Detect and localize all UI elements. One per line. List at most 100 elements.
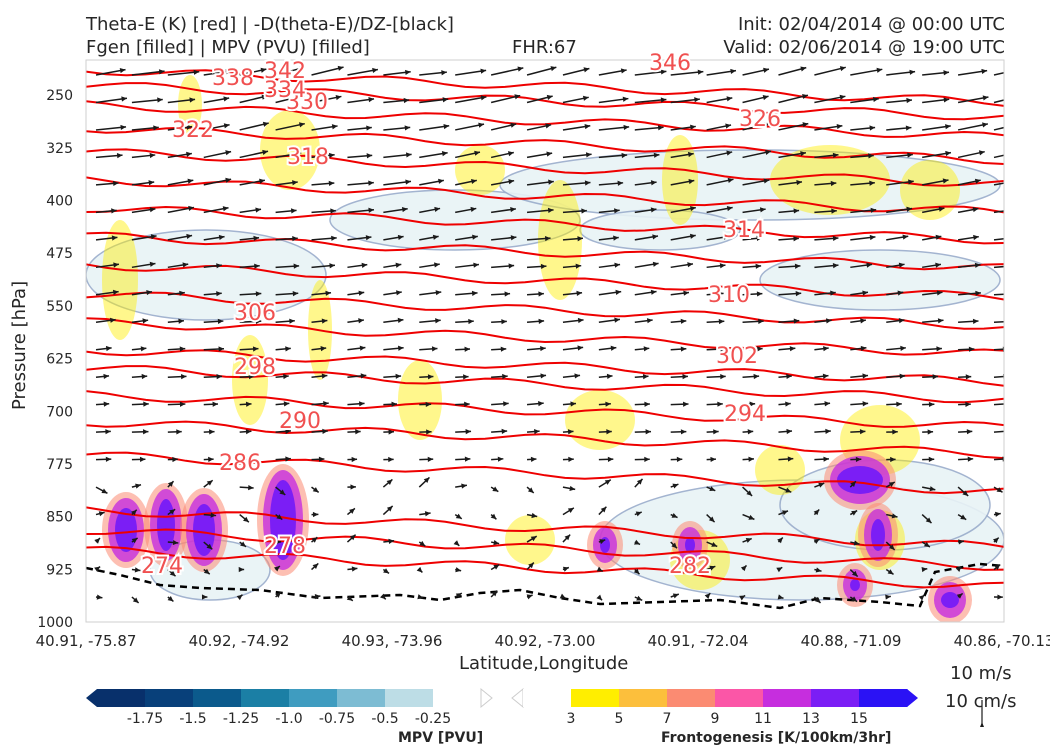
wind-arrow-head [690, 206, 696, 212]
wind-arrow-head [813, 539, 820, 544]
theta-e-line [86, 176, 1004, 214]
wind-arrow-head [1015, 122, 1021, 127]
wind-arrow-head [786, 428, 793, 435]
wind-arrow-head [583, 67, 590, 73]
x-tick-label: 40.86, -70.13 [954, 632, 1050, 650]
wind-arrow-head [1005, 401, 1011, 406]
mpv-negative-area [86, 229, 327, 321]
wind-arrow-head [746, 490, 753, 496]
wind-arrow-head [112, 289, 119, 295]
x-axis-ticks: 40.91, -75.87 40.92, -74.92 40.93, -73.96 4… [36, 632, 1050, 650]
wind-arrow-head [718, 318, 725, 325]
wind-arrow-head [321, 318, 328, 324]
wind-arrow-head [218, 234, 225, 241]
fgen-area-purple [941, 592, 959, 608]
wind-arrow-head [391, 401, 397, 407]
wind-arrow-head [351, 566, 358, 572]
fgen-colorbar-segment [571, 689, 620, 707]
wind-arrow-head [501, 428, 508, 434]
wind-arrow-head [148, 180, 155, 186]
wind-arrow-head [530, 536, 537, 542]
y-tick-label: 625 [46, 352, 73, 368]
wind-arrow-head [717, 401, 723, 407]
y-axis-label: Pressure [hPa] [9, 280, 30, 410]
wind-arrow-head [176, 429, 182, 435]
wind-arrow-head [455, 513, 462, 519]
wind-arrow-head [711, 541, 718, 547]
wind-arrow-head [660, 69, 667, 75]
wind-arrow-head [323, 400, 329, 407]
wind-arrow-head [726, 150, 733, 156]
wind-arrow-shaft [670, 70, 704, 76]
wind-arrow-head [777, 594, 784, 600]
wind-arrow-head [606, 373, 613, 379]
wind-arrow-head [906, 206, 913, 212]
wind-arrow-head [507, 151, 514, 157]
wind-arrow-head [577, 317, 584, 324]
theta-e-label: 294 [724, 402, 766, 427]
wind-arrow-head [1019, 94, 1025, 99]
wind-arrow-head [650, 207, 657, 213]
wind-arrow-head [935, 262, 941, 268]
wind-arrow-head [763, 67, 769, 73]
wind-arrow-head [921, 566, 928, 573]
wind-arrow-head [851, 510, 858, 516]
wind-arrow-head [1010, 179, 1016, 184]
wind-arrow-head [492, 486, 499, 492]
mpv-negative-area [329, 189, 581, 251]
wind-ref-arrowhead [980, 722, 984, 727]
fgen-colorbar-tick: 5 [615, 711, 624, 727]
wind-arrow-head [283, 373, 289, 380]
wind-arrow-head [527, 487, 534, 493]
wind-arrow-head [361, 262, 368, 268]
wind-arrow-head [802, 122, 809, 128]
wind-arrow-head [329, 263, 335, 269]
theta-e-label: 274 [141, 554, 183, 579]
wind-arrow-head [929, 486, 936, 492]
wind-arrow-head [472, 234, 478, 240]
wind-arrow-head [208, 456, 214, 463]
wind-arrow-head [149, 207, 156, 213]
wind-arrow-head [502, 373, 508, 380]
fgen-area-yellow [260, 110, 320, 190]
fgen-colorbar-tick: 11 [754, 711, 772, 727]
wind-arrow-head [468, 318, 474, 325]
y-axis-ticks: 250 325 400 475 550 625 700 775 850 925 1000 [37, 88, 73, 631]
fgen-colorbar-arrow-left [511, 687, 524, 709]
wind-arrow-head [503, 401, 509, 407]
wind-arrow-head [193, 69, 200, 75]
fgen-colorbar-tick: 13 [802, 711, 820, 727]
wind-arrow-head [158, 69, 165, 75]
wind-arrow-head [710, 456, 716, 463]
wind-arrow-head [796, 179, 802, 186]
wind-arrow-shaft [490, 67, 524, 76]
theta-e-line [86, 100, 1004, 138]
theta-e-line [86, 420, 1004, 460]
wind-arrow-head [321, 373, 328, 379]
wind-arrow-head [859, 429, 866, 435]
wind-arrow-head [416, 566, 423, 573]
wind-arrow-head [243, 516, 249, 523]
wind-arrow-head [1011, 151, 1017, 156]
wind-arrow-head [109, 317, 116, 323]
wind-arrow-head [652, 234, 658, 240]
wind-arrow-head [186, 124, 193, 130]
wind-arrow-head [622, 96, 629, 102]
wind-arrow-head [285, 428, 291, 434]
fgen-colorbar-tick: 7 [663, 711, 672, 727]
wind-arrow-head [1020, 67, 1026, 72]
wind-arrow-head [358, 401, 365, 407]
wind-arrow-head [397, 345, 404, 351]
mpv-colorbar-label: MPV [PVU] [398, 730, 484, 746]
wind-arrow-head [209, 429, 215, 435]
wind-arrow-head [888, 482, 895, 488]
wind-arrow-head [643, 346, 650, 352]
y-tick-label: 475 [46, 246, 73, 262]
wind-arrow-head [749, 401, 756, 407]
wind-arrow-head [508, 179, 515, 185]
wind-arrow-head [585, 152, 592, 158]
wind-arrow-head [292, 180, 298, 186]
wind-arrow-head [575, 263, 582, 269]
wind-arrow-head [146, 289, 152, 296]
